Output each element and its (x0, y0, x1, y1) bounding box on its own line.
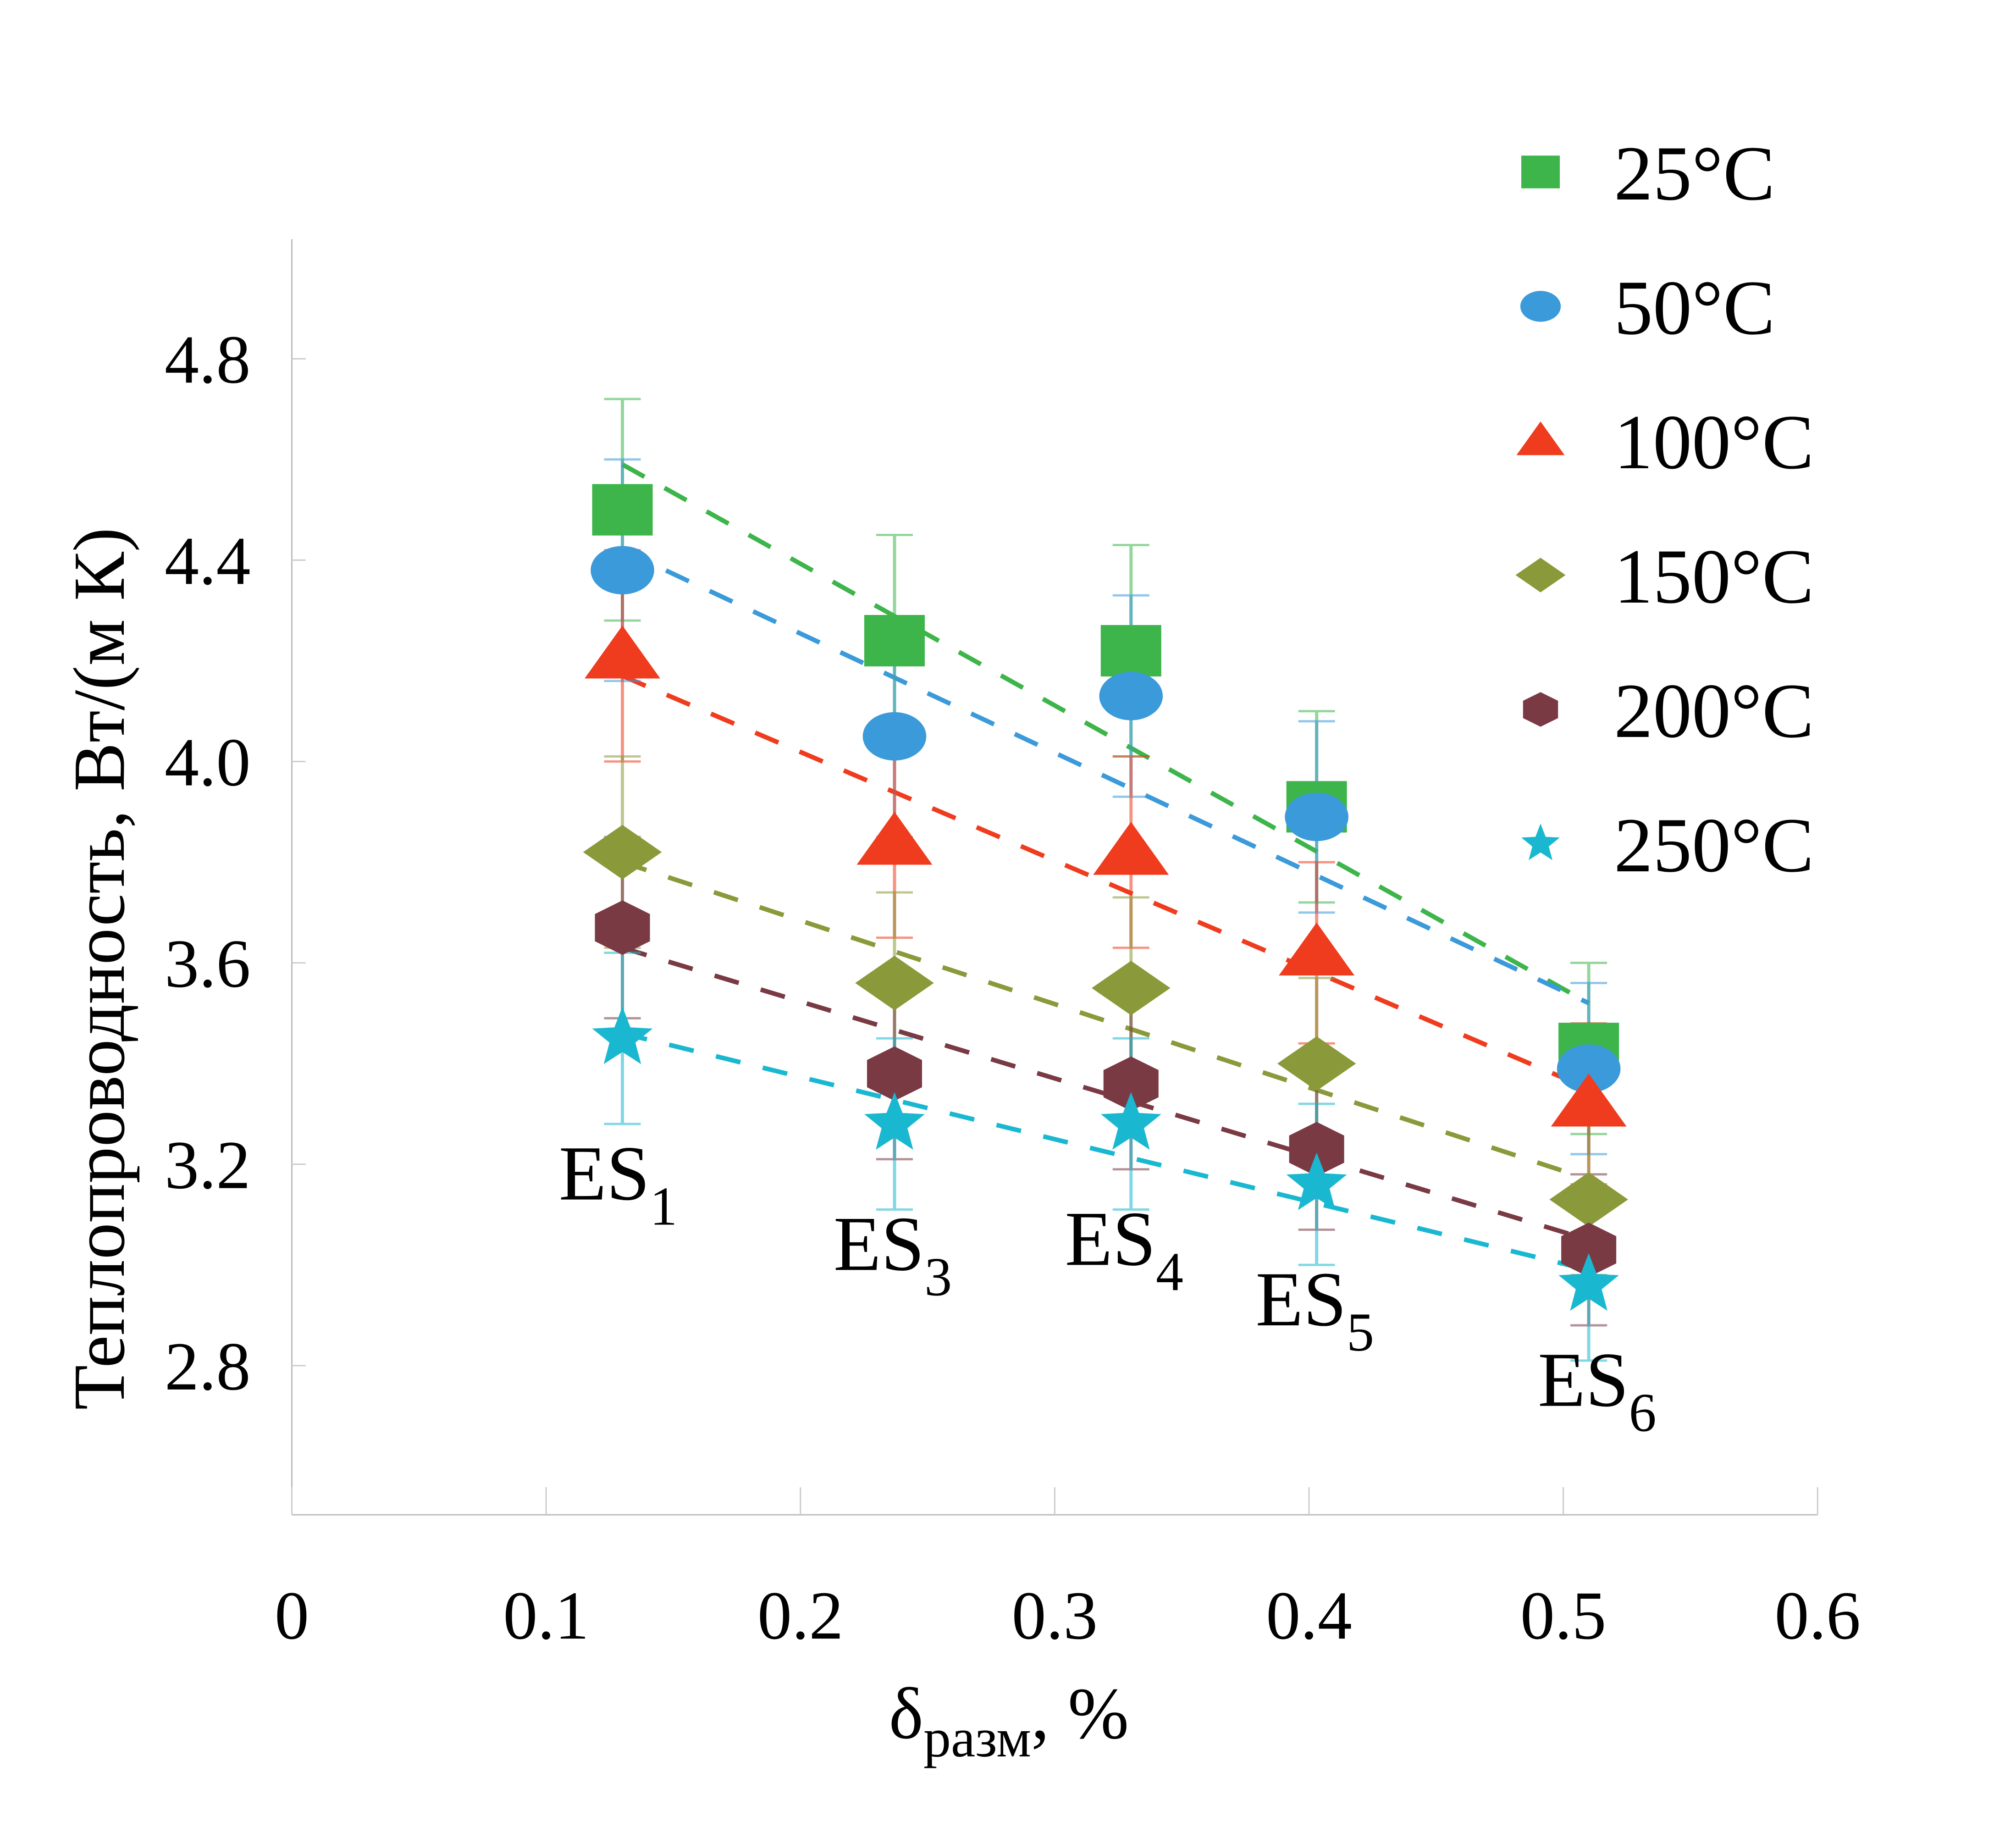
sample-label-subscript: 5 (1347, 1301, 1374, 1362)
legend-marker-square (1521, 155, 1560, 188)
data-markers (583, 484, 1628, 1311)
data-point-circle (862, 712, 927, 761)
data-point-square (864, 615, 925, 667)
sample-label: ES1 (559, 1130, 677, 1237)
sample-label-subscript: 3 (924, 1246, 952, 1307)
x-tick-label: 0.5 (1520, 1578, 1607, 1654)
data-point-square (1100, 625, 1161, 677)
sample-label-text: ES (559, 1130, 650, 1217)
data-point-circle (591, 546, 654, 595)
data-point-diamond (1091, 961, 1171, 1015)
legend-label: 100°C (1614, 399, 1814, 485)
data-point-hexagon (595, 900, 650, 955)
legend: 25°C 50°C 100°C 150°C 200°C 250°C (1515, 130, 1814, 888)
sample-label-subscript: 1 (650, 1176, 677, 1237)
sample-label-text: ES (1538, 1337, 1629, 1423)
sample-label: ES6 (1538, 1337, 1656, 1443)
x-tick-label: 0.2 (757, 1578, 844, 1654)
data-point-triangle (585, 625, 661, 679)
data-point-star (1286, 1152, 1347, 1210)
data-point-circle (1557, 1044, 1621, 1093)
y-tick-label: 4.4 (165, 523, 251, 599)
y-tick-label: 3.6 (165, 926, 251, 1002)
y-axis-title: Теплопроводность, Вт/(м К) (58, 527, 140, 1410)
x-axis-title-unit: , % (1031, 1672, 1129, 1754)
axes: 2.8 3.2 3.6 4.0 4.4 4.8 0 0.1 0.2 0.3 0.4 0.5 0.6 (165, 239, 1861, 1654)
y-tick-label: 4.8 (165, 321, 251, 398)
legend-label: 150°C (1614, 533, 1814, 620)
data-point-triangle (1551, 1074, 1627, 1127)
legend-label: 250°C (1614, 802, 1814, 888)
legend-label: 200°C (1614, 668, 1814, 754)
legend-marker-star (1521, 823, 1560, 860)
data-point-triangle (1093, 822, 1169, 875)
x-tick-label: 0.3 (1012, 1578, 1098, 1654)
sample-label: ES4 (1065, 1196, 1183, 1302)
sample-label-subscript: 4 (1156, 1241, 1183, 1302)
data-point-diamond (1549, 1172, 1628, 1227)
sample-label-text: ES (1256, 1256, 1347, 1342)
sample-label-text: ES (1065, 1196, 1156, 1282)
data-point-triangle (1279, 922, 1355, 976)
data-point-diamond (855, 956, 934, 1010)
legend-label: 50°C (1614, 265, 1775, 351)
legend-label: 25°C (1614, 130, 1775, 216)
trend-line-1 (621, 548, 1590, 1005)
x-tick-label: 0.6 (1775, 1578, 1861, 1654)
data-point-hexagon (1561, 1222, 1617, 1277)
axis-labels: Теплопроводность, Вт/(м К) δразм, % (58, 527, 1129, 1768)
trend-line-3 (621, 860, 1590, 1182)
x-axis-title-symbol: δ (889, 1672, 923, 1754)
sample-label-text: ES (834, 1201, 924, 1287)
x-axis-title: δразм, % (889, 1672, 1129, 1768)
data-point-star (592, 1007, 653, 1064)
data-point-star (1100, 1092, 1161, 1150)
trend-line-0 (621, 462, 1590, 1005)
trend-line-5 (622, 1031, 1590, 1273)
x-tick-label: 0 (275, 1578, 309, 1654)
data-point-square (592, 484, 653, 536)
legend-marker-circle (1520, 291, 1561, 322)
legend-marker-diamond (1515, 558, 1566, 593)
data-point-hexagon (1103, 1056, 1159, 1111)
legend-marker-triangle (1516, 421, 1565, 455)
trend-line-2 (621, 674, 1590, 1091)
data-point-star (864, 1092, 925, 1150)
y-tick-label: 2.8 (165, 1329, 251, 1405)
x-axis-title-subscript: разм (923, 1707, 1031, 1768)
data-point-circle (1099, 672, 1163, 720)
x-tick-label: 0.4 (1266, 1578, 1352, 1654)
y-tick-label: 4.0 (165, 725, 251, 801)
sample-label: ES5 (1256, 1256, 1374, 1362)
y-tick-label: 3.2 (165, 1127, 251, 1203)
data-point-triangle (856, 812, 933, 865)
data-point-diamond (583, 825, 662, 880)
legend-marker-hexagon (1523, 692, 1558, 727)
sample-label-subscript: 6 (1629, 1382, 1657, 1443)
data-point-diamond (1277, 1036, 1356, 1091)
data-point-star (1558, 1253, 1619, 1311)
data-point-hexagon (1289, 1122, 1344, 1177)
data-point-hexagon (867, 1046, 922, 1101)
sample-label: ES3 (834, 1201, 952, 1307)
x-tick-label: 0.1 (503, 1578, 589, 1654)
data-point-circle (1285, 792, 1348, 842)
